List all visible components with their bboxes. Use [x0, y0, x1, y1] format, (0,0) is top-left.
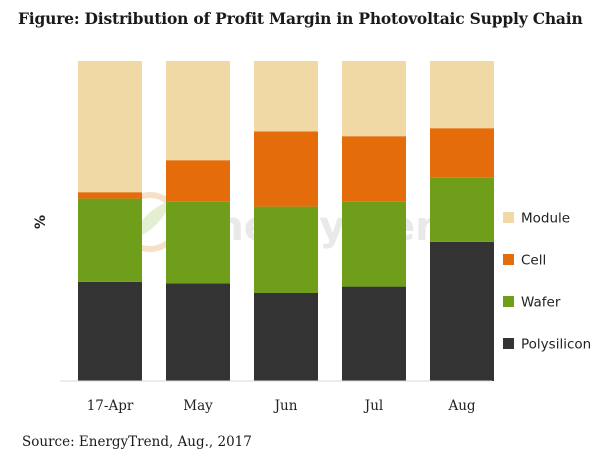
legend-swatch-cell — [503, 254, 514, 265]
bar-module-aug — [430, 61, 494, 129]
legend-label-polysilicon: Polysilicon — [521, 337, 591, 353]
bar-module-may — [166, 61, 230, 161]
bar-cell-17-apr — [78, 192, 142, 199]
bar-module-jul — [342, 61, 406, 137]
x-tick-label: 17-Apr — [87, 398, 134, 414]
legend-swatch-wafer — [503, 296, 514, 307]
x-tick-label: Aug — [447, 398, 475, 414]
x-tick-label: Jul — [363, 398, 383, 414]
watermark-text: EnergyTrend — [188, 204, 472, 250]
legend: Module Cell Wafer Polysilicon — [503, 211, 591, 353]
bar-module-17-apr — [78, 61, 142, 193]
bar-cell-aug — [430, 128, 494, 178]
legend-swatch-module — [503, 212, 514, 223]
bar-wafer-jul — [342, 201, 406, 287]
legend-swatch-polysilicon — [503, 338, 514, 349]
x-tick-label: Jun — [273, 398, 298, 414]
bar-cell-may — [166, 160, 230, 202]
bar-cell-jun — [254, 131, 318, 207]
x-tick-label: May — [183, 398, 213, 414]
bar-cell-jul — [342, 136, 406, 202]
legend-label-cell: Cell — [521, 253, 546, 269]
bar-polysilicon-17-apr — [78, 281, 142, 381]
bar-wafer-aug — [430, 177, 494, 242]
bar-polysilicon-jul — [342, 286, 406, 381]
source-note: Source: EnergyTrend, Aug., 2017 — [22, 434, 252, 450]
bar-wafer-17-apr — [78, 198, 142, 282]
bar-wafer-jun — [254, 206, 318, 293]
bars-layer — [78, 61, 494, 381]
legend-label-module: Module — [521, 211, 570, 227]
legend-label-wafer: Wafer — [521, 295, 561, 311]
x-tick-labels: 17-Apr May Jun Jul Aug — [87, 398, 476, 414]
bar-module-jun — [254, 61, 318, 132]
y-axis-label: % — [33, 215, 49, 229]
bar-polysilicon-aug — [430, 241, 494, 381]
bar-wafer-may — [166, 201, 230, 284]
bar-polysilicon-jun — [254, 293, 318, 381]
bar-polysilicon-may — [166, 283, 230, 381]
chart-title: Figure: Distribution of Profit Margin in… — [18, 9, 583, 28]
energytrend-watermark: EnergyTrend — [120, 192, 472, 252]
